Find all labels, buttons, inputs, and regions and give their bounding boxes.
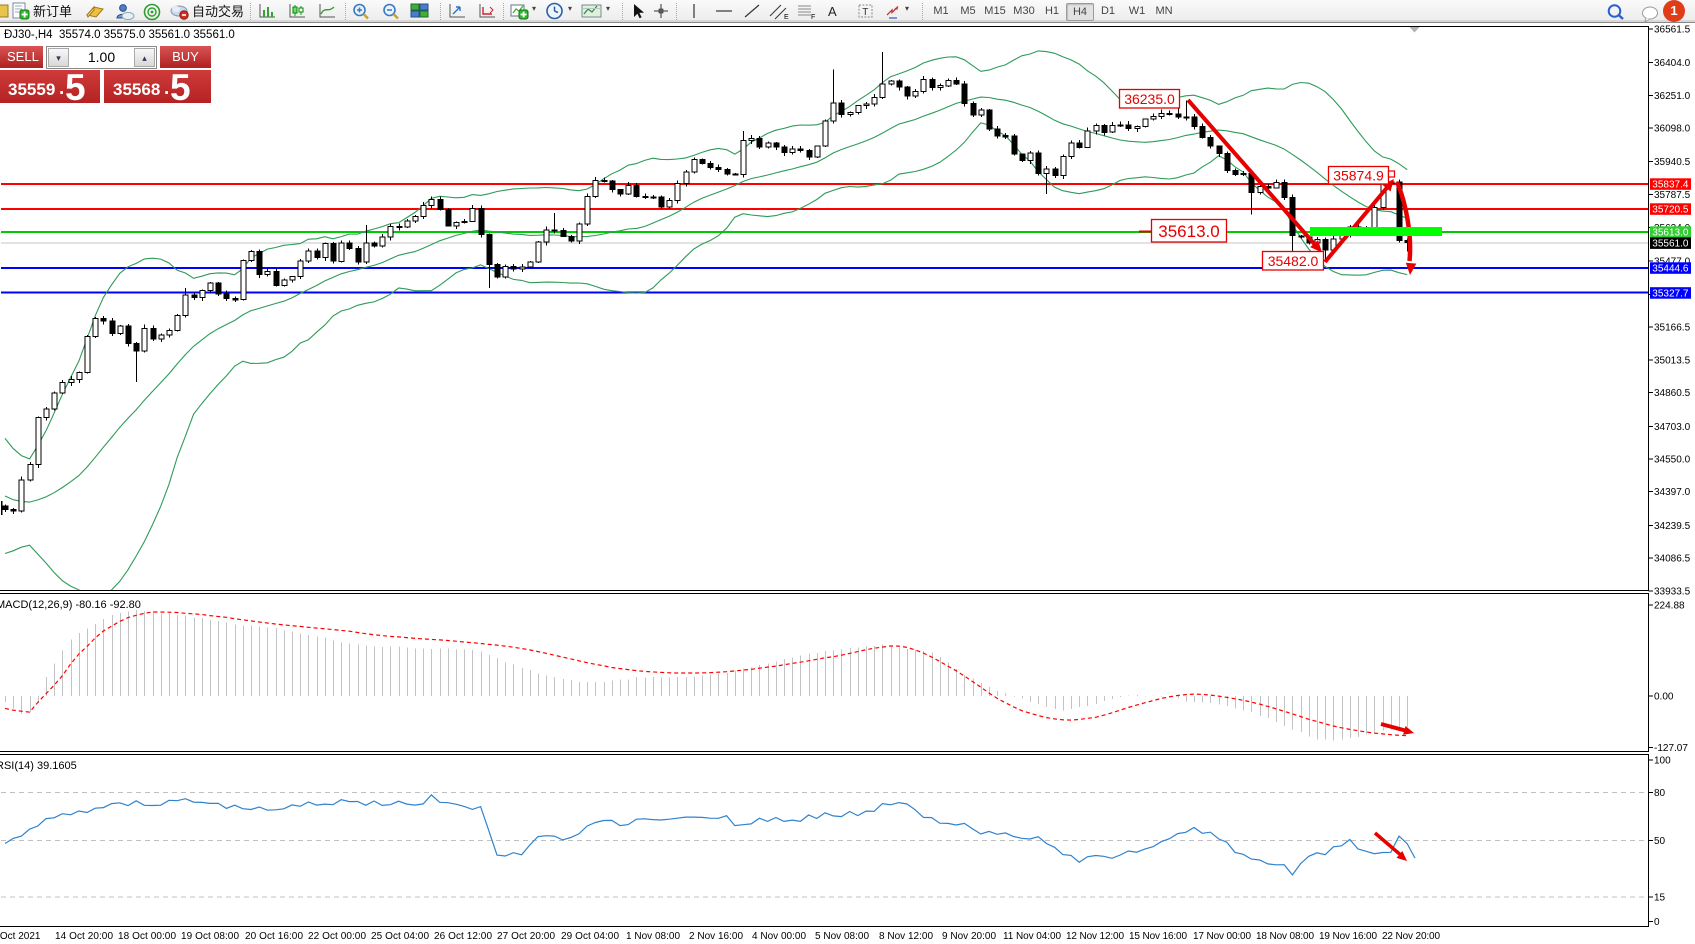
svg-text:17 Nov 00:00: 17 Nov 00:00 xyxy=(1193,931,1251,942)
svg-text:35477.0: 35477.0 xyxy=(1654,256,1691,267)
svg-text:36235.0: 36235.0 xyxy=(1124,91,1175,107)
svg-text:34860.5: 34860.5 xyxy=(1654,388,1691,399)
svg-text:34086.5: 34086.5 xyxy=(1654,554,1691,565)
svg-text:33933.5: 33933.5 xyxy=(1654,586,1691,597)
svg-text:35787.5: 35787.5 xyxy=(1654,190,1691,201)
svg-text:18 Nov 08:00: 18 Nov 08:00 xyxy=(1256,931,1314,942)
svg-text:36404.0: 36404.0 xyxy=(1654,58,1691,69)
svg-text:35013.5: 35013.5 xyxy=(1654,355,1691,366)
svg-text:35561.0: 35561.0 xyxy=(1652,239,1689,250)
svg-text:36098.0: 36098.0 xyxy=(1654,124,1691,135)
svg-text:5 Nov 08:00: 5 Nov 08:00 xyxy=(815,931,869,942)
svg-text:35327.7: 35327.7 xyxy=(1652,289,1689,300)
svg-text:35482.0: 35482.0 xyxy=(1268,253,1319,269)
svg-text:35837.4: 35837.4 xyxy=(1652,180,1689,191)
svg-text:35940.5: 35940.5 xyxy=(1654,157,1691,168)
svg-text:36561.5: 36561.5 xyxy=(1654,25,1691,36)
svg-text:11 Nov 04:00: 11 Nov 04:00 xyxy=(1003,931,1061,942)
svg-text:50: 50 xyxy=(1654,836,1666,847)
svg-text:-127.07: -127.07 xyxy=(1654,743,1688,754)
svg-text:19 Oct 08:00: 19 Oct 08:00 xyxy=(181,931,239,942)
svg-text:35613.0: 35613.0 xyxy=(1652,228,1689,239)
svg-text:15: 15 xyxy=(1654,893,1666,904)
svg-text:29 Oct 04:00: 29 Oct 04:00 xyxy=(561,931,619,942)
svg-text:34397.0: 34397.0 xyxy=(1654,487,1691,498)
svg-text:12 Nov 12:00: 12 Nov 12:00 xyxy=(1066,931,1124,942)
svg-text:E: E xyxy=(784,14,789,21)
svg-text:224.88: 224.88 xyxy=(1654,601,1685,612)
svg-text:22 Nov 20:00: 22 Nov 20:00 xyxy=(1382,931,1440,942)
svg-text:MACD(12,26,9) -80.16 -92.80: MACD(12,26,9) -80.16 -92.80 xyxy=(0,599,141,611)
svg-text:13 Oct 2021: 13 Oct 2021 xyxy=(0,931,41,942)
svg-text:34703.0: 34703.0 xyxy=(1654,422,1691,433)
svg-text:36251.0: 36251.0 xyxy=(1654,91,1691,102)
svg-text:0: 0 xyxy=(1654,917,1660,928)
svg-text:9 Nov 20:00: 9 Nov 20:00 xyxy=(942,931,996,942)
svg-text:25 Oct 04:00: 25 Oct 04:00 xyxy=(371,931,429,942)
svg-text:T: T xyxy=(862,7,868,18)
svg-text:19 Nov 16:00: 19 Nov 16:00 xyxy=(1319,931,1377,942)
svg-text:22 Oct 00:00: 22 Oct 00:00 xyxy=(308,931,366,942)
svg-text:27 Oct 20:00: 27 Oct 20:00 xyxy=(497,931,555,942)
svg-text:18 Oct 00:00: 18 Oct 00:00 xyxy=(118,931,176,942)
svg-text:35874.9: 35874.9 xyxy=(1333,167,1384,183)
svg-text:100: 100 xyxy=(1654,756,1671,767)
svg-text:35613.0: 35613.0 xyxy=(1158,222,1219,241)
svg-text:F: F xyxy=(811,14,815,21)
svg-text:4 Nov 00:00: 4 Nov 00:00 xyxy=(752,931,806,942)
svg-text:80: 80 xyxy=(1654,788,1666,799)
svg-text:15 Nov 16:00: 15 Nov 16:00 xyxy=(1129,931,1187,942)
svg-text:RSI(14) 39.1605: RSI(14) 39.1605 xyxy=(0,760,77,772)
svg-text:1 Nov 08:00: 1 Nov 08:00 xyxy=(626,931,680,942)
svg-text:34550.0: 34550.0 xyxy=(1654,455,1691,466)
svg-text:34239.5: 34239.5 xyxy=(1654,521,1691,532)
svg-text:20 Oct 16:00: 20 Oct 16:00 xyxy=(245,931,303,942)
svg-text:8 Nov 12:00: 8 Nov 12:00 xyxy=(879,931,933,942)
svg-text:35444.6: 35444.6 xyxy=(1652,264,1689,275)
svg-text:14 Oct 20:00: 14 Oct 20:00 xyxy=(55,931,113,942)
svg-text:35720.5: 35720.5 xyxy=(1652,205,1689,216)
svg-text:0.00: 0.00 xyxy=(1654,692,1674,703)
svg-text:26 Oct 12:00: 26 Oct 12:00 xyxy=(434,931,492,942)
svg-text:2 Nov 16:00: 2 Nov 16:00 xyxy=(689,931,743,942)
svg-text:35166.5: 35166.5 xyxy=(1654,323,1691,334)
